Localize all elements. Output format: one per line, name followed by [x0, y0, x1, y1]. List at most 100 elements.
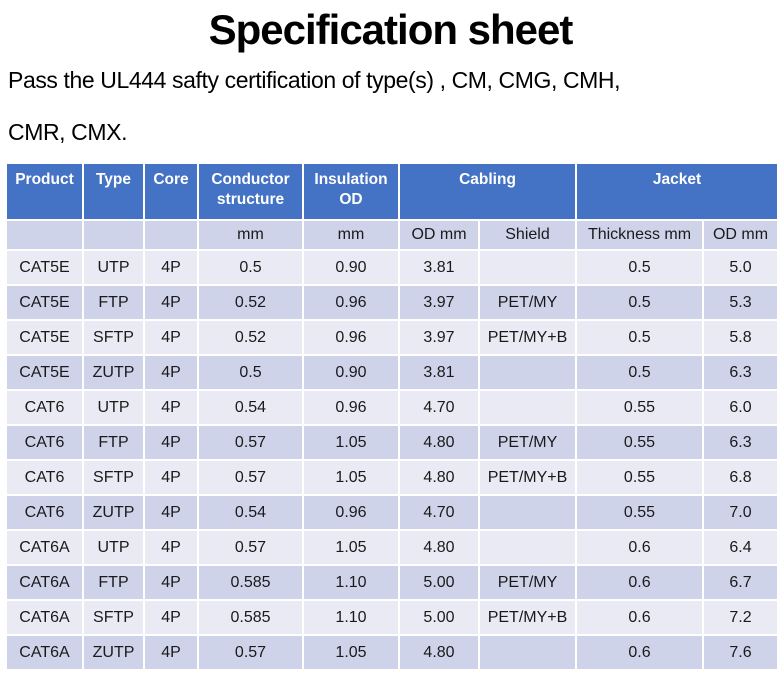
- table-cell: 0.96: [302, 494, 400, 531]
- table-cell: 6.3: [701, 424, 780, 461]
- table-cell: 0.52: [197, 284, 304, 321]
- table-cell: 1.05: [302, 459, 400, 496]
- units-cell-type: [82, 219, 145, 251]
- table-cell: 0.55: [575, 459, 704, 496]
- table-cell: 4.80: [398, 459, 480, 496]
- table-cell: 0.57: [197, 634, 304, 671]
- table-cell: CAT5E: [5, 249, 84, 286]
- table-cell: PET/MY: [478, 424, 577, 461]
- table-cell: [478, 249, 577, 286]
- table-cell: 4.70: [398, 494, 480, 531]
- table-cell: 0.5: [575, 354, 704, 391]
- table-cell: 0.5: [575, 319, 704, 356]
- table-cell: CAT6: [5, 424, 84, 461]
- table-cell: 0.54: [197, 389, 304, 426]
- table-row: CAT6 SFTP 4P 0.57 1.05 4.80 PET/MY+B 0.55 6.8: [5, 459, 780, 496]
- table-cell: 7.0: [701, 494, 780, 531]
- table-cell: 0.585: [197, 564, 304, 601]
- table-cell: 0.5: [197, 354, 304, 391]
- spec-sheet-page: Specification sheet Pass the UL444 safty…: [0, 6, 781, 671]
- table-cell: 6.8: [701, 459, 780, 496]
- table-row: CAT5E FTP 4P 0.52 0.96 3.97 PET/MY 0.5 5.3: [5, 284, 780, 321]
- table-cell: PET/MY+B: [478, 459, 577, 496]
- table-cell: [478, 494, 577, 531]
- table-cell: 6.3: [701, 354, 780, 391]
- table-cell: 1.05: [302, 529, 400, 566]
- units-cell-conductor-mm: mm: [197, 219, 304, 251]
- table-cell: CAT6: [5, 494, 84, 531]
- table-cell: PET/MY: [478, 564, 577, 601]
- table-cell: 0.55: [575, 424, 704, 461]
- table-cell: 5.00: [398, 564, 480, 601]
- table-cell: ZUTP: [82, 494, 145, 531]
- table-cell: PET/MY: [478, 284, 577, 321]
- table-cell: 1.05: [302, 424, 400, 461]
- table-row: CAT6 ZUTP 4P 0.54 0.96 4.70 0.55 7.0: [5, 494, 780, 531]
- table-row: CAT6A SFTP 4P 0.585 1.10 5.00 PET/MY+B 0.6 7.2: [5, 599, 780, 636]
- table-cell: CAT6: [5, 389, 84, 426]
- table-cell: 6.7: [701, 564, 780, 601]
- units-cell-thickness-mm: Thickness mm: [575, 219, 704, 251]
- table-cell: 0.90: [302, 354, 400, 391]
- col-header-cabling: Cabling: [398, 162, 577, 221]
- table-cell: CAT6A: [5, 634, 84, 671]
- table-cell: CAT6A: [5, 529, 84, 566]
- table-cell: UTP: [82, 529, 145, 566]
- table-cell: 4P: [143, 249, 199, 286]
- table-cell: 0.96: [302, 284, 400, 321]
- certification-note-line-1: Pass the UL444 safty certification of ty…: [8, 67, 621, 93]
- spec-table: Product Type Core Conductor structure In…: [5, 162, 780, 671]
- table-cell: [478, 354, 577, 391]
- table-cell: ZUTP: [82, 634, 145, 671]
- table-cell: 0.90: [302, 249, 400, 286]
- table-cell: PET/MY+B: [478, 319, 577, 356]
- col-header-type: Type: [82, 162, 145, 221]
- table-cell: 4.80: [398, 634, 480, 671]
- table-cell: 4P: [143, 634, 199, 671]
- table-cell: PET/MY+B: [478, 599, 577, 636]
- col-header-conductor-structure: Conductor structure: [197, 162, 304, 221]
- table-row: CAT5E ZUTP 4P 0.5 0.90 3.81 0.5 6.3: [5, 354, 780, 391]
- table-cell: UTP: [82, 389, 145, 426]
- table-header-units-row: mm mm OD mm Shield Thickness mm OD mm: [5, 219, 780, 251]
- table-cell: 0.5: [197, 249, 304, 286]
- table-cell: FTP: [82, 424, 145, 461]
- col-header-core: Core: [143, 162, 199, 221]
- table-cell: 0.96: [302, 389, 400, 426]
- table-cell: CAT6: [5, 459, 84, 496]
- table-cell: 1.10: [302, 599, 400, 636]
- table-cell: SFTP: [82, 319, 145, 356]
- table-cell: 0.6: [575, 529, 704, 566]
- units-cell-product: [5, 219, 84, 251]
- table-cell: 3.97: [398, 319, 480, 356]
- table-cell: 5.3: [701, 284, 780, 321]
- table-cell: 4P: [143, 599, 199, 636]
- table-cell: 4.80: [398, 529, 480, 566]
- table-row: CAT6 FTP 4P 0.57 1.05 4.80 PET/MY 0.55 6.3: [5, 424, 780, 461]
- table-cell: CAT5E: [5, 284, 84, 321]
- table-cell: 4P: [143, 529, 199, 566]
- table-cell: 4P: [143, 424, 199, 461]
- units-cell-cabling-od-mm: OD mm: [398, 219, 480, 251]
- table-cell: UTP: [82, 249, 145, 286]
- table-cell: 3.81: [398, 249, 480, 286]
- table-cell: 3.81: [398, 354, 480, 391]
- table-cell: 4P: [143, 284, 199, 321]
- table-cell: 0.6: [575, 634, 704, 671]
- table-cell: 0.5: [575, 284, 704, 321]
- units-cell-insulation-mm: mm: [302, 219, 400, 251]
- table-cell: [478, 634, 577, 671]
- table-cell: 0.55: [575, 389, 704, 426]
- page-title: Specification sheet: [208, 6, 574, 53]
- table-cell: 0.57: [197, 459, 304, 496]
- certification-note-line-2: CMR, CMX.: [8, 119, 128, 145]
- table-cell: 1.05: [302, 634, 400, 671]
- table-row: CAT6A ZUTP 4P 0.57 1.05 4.80 0.6 7.6: [5, 634, 780, 671]
- table-cell: 4P: [143, 494, 199, 531]
- table-row: CAT6 UTP 4P 0.54 0.96 4.70 0.55 6.0: [5, 389, 780, 426]
- table-cell: FTP: [82, 564, 145, 601]
- table-row: CAT6A UTP 4P 0.57 1.05 4.80 0.6 6.4: [5, 529, 780, 566]
- table-cell: 4P: [143, 459, 199, 496]
- table-cell: 4P: [143, 564, 199, 601]
- table-cell: FTP: [82, 284, 145, 321]
